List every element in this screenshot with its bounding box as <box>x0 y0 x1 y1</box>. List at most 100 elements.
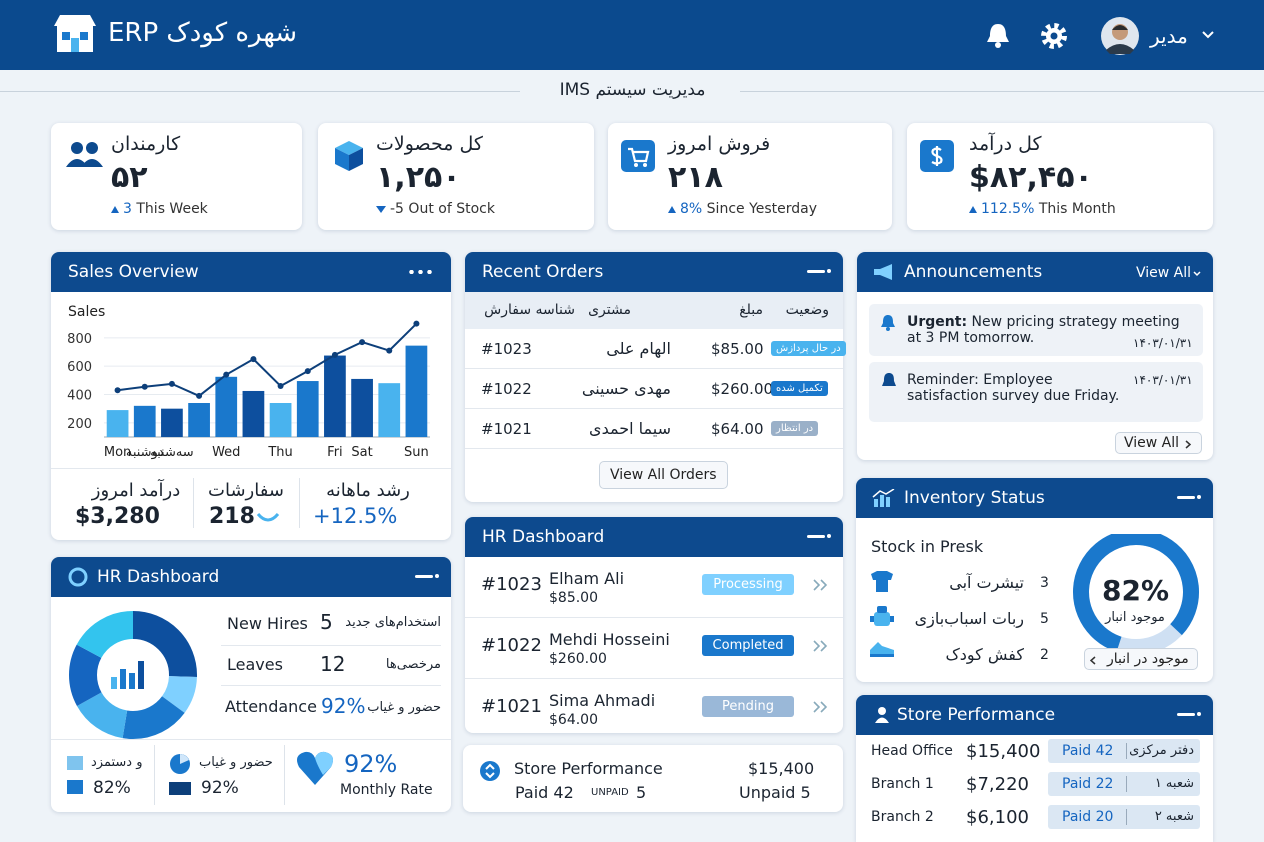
row-chevron[interactable] <box>813 640 829 652</box>
menu[interactable] <box>415 574 439 578</box>
panel-header: Recent Orders <box>465 252 843 292</box>
announcement-lead: Urgent: <box>907 314 968 330</box>
line-point <box>250 356 257 363</box>
row-chevron[interactable] <box>813 579 829 591</box>
y-tick-label: 800 <box>67 332 92 347</box>
table-row[interactable] <box>465 329 843 369</box>
divider <box>0 91 520 92</box>
column-header: مبلغ <box>739 302 763 318</box>
panel-title: Store Performance <box>897 705 1056 725</box>
announcement-text: New pricing strategy meeting at 3 PM tom… <box>907 314 1180 346</box>
summary-value: $3,280 <box>75 504 160 529</box>
divider <box>221 645 441 646</box>
menu[interactable] <box>807 269 831 273</box>
row-chevron[interactable] <box>813 701 829 713</box>
stat-delta: 112.5% <box>981 201 1035 217</box>
inventory-button[interactable]: موجود در انبار <box>1084 648 1198 670</box>
stat-card: کارمندان ۵۲ 3 This Week <box>51 123 302 230</box>
panel-title: Announcements <box>904 262 1043 282</box>
summary-value: +12.5% <box>313 504 398 528</box>
chevron <box>1193 271 1201 277</box>
table-header <box>465 292 843 329</box>
view-all-button[interactable]: View All <box>1115 432 1203 454</box>
divider <box>299 478 300 528</box>
line-point <box>196 392 203 399</box>
status: Processing <box>702 574 794 595</box>
legend-swatch <box>67 780 83 794</box>
announcement-date: ۱۴۰۳/۰۱/۳۱ <box>1133 373 1193 387</box>
summary-label: درآمد امروز <box>91 480 181 501</box>
bell-icon[interactable] <box>985 22 1011 50</box>
store-title: Store Performance <box>514 759 663 778</box>
stat-card: کل درآمد $۸۲,۴۵۰ 112.5% This Month <box>907 123 1213 230</box>
line-point <box>413 320 420 327</box>
branch-amount: $7,220 <box>966 774 1029 795</box>
branch-amount: $15,400 <box>966 741 1041 762</box>
hr-label: New Hires <box>227 614 308 633</box>
menu[interactable] <box>807 534 831 538</box>
paid: Paid 22 <box>1062 776 1114 792</box>
hr-row[interactable] <box>465 557 843 618</box>
column-header: وضعیت <box>785 302 829 318</box>
view-all-orders[interactable]: View All Orders <box>599 461 728 489</box>
settings-icon[interactable] <box>1040 22 1068 50</box>
hr-label: Leaves <box>227 655 283 674</box>
menu[interactable] <box>1177 495 1201 499</box>
hr-orders-panel: HR Dashboard #1023 Elham Ali $85.00 Process… <box>465 517 843 733</box>
panel-header: Store Performance <box>856 695 1213 735</box>
x-tick-label: دوشنبه <box>126 445 164 460</box>
bar <box>378 383 401 437</box>
announcement[interactable] <box>869 362 1203 422</box>
inventory-caption: موجود انبار <box>1105 610 1165 625</box>
line-point <box>141 383 148 390</box>
hr-label: Attendance <box>225 697 317 716</box>
bar <box>405 345 428 437</box>
item-name: تیشرت آبی <box>949 573 1024 592</box>
status: Completed <box>702 635 794 656</box>
order-id: #1021 <box>481 420 532 438</box>
column-header: مشتری <box>588 302 631 318</box>
bar <box>161 408 183 437</box>
view-all[interactable]: View All <box>1135 265 1191 281</box>
menu[interactable] <box>407 270 433 274</box>
stat-value: ۵۲ <box>111 160 148 195</box>
status: تکمیل شده <box>771 381 828 396</box>
store-unpaid: Unpaid 5 <box>739 783 811 802</box>
paid-box <box>1048 805 1200 829</box>
stat-delta: 8% <box>680 201 703 217</box>
divider <box>193 478 194 528</box>
paid-box <box>1048 739 1200 763</box>
table-row[interactable] <box>465 409 843 449</box>
item-name: ربات اسباب‌بازی <box>914 609 1024 628</box>
hr-row[interactable] <box>465 618 843 679</box>
divider <box>284 745 285 805</box>
store-unpaid-tag: UNPAID <box>591 787 629 798</box>
inventory-donut <box>1073 534 1199 654</box>
avatar[interactable] <box>1100 16 1140 56</box>
orders-panel: Recent Orders شناسه سفارش مشتری مبلغ وضع… <box>465 252 846 502</box>
bar <box>351 378 373 437</box>
table-row[interactable] <box>465 369 843 409</box>
user-name[interactable]: مدیر <box>1150 24 1188 48</box>
donut-arc <box>1073 534 1199 652</box>
store-panel: Store Performance Head Office $15,400 Paid… <box>856 695 1213 842</box>
inventory-percent: 82% <box>1102 574 1170 607</box>
customer: الهام علی <box>606 339 671 358</box>
line-point <box>277 383 284 390</box>
line-point <box>168 380 175 387</box>
box-divider <box>1126 809 1127 825</box>
x-tick-label: Thu <box>267 445 292 460</box>
amount: $64.00 <box>549 712 598 728</box>
branch-fa: شعبه ۱ <box>1154 776 1194 791</box>
branch-name: Branch 1 <box>871 776 934 792</box>
announcement[interactable] <box>869 304 1203 356</box>
stat-title: کل محصولات <box>376 133 483 155</box>
panel-title: HR Dashboard <box>482 527 605 547</box>
footer-label: حضور و غیاب <box>199 755 273 770</box>
branch-fa: شعبه ۲ <box>1154 809 1194 824</box>
order-id: #1023 <box>481 340 532 358</box>
item-count: 5 <box>1040 611 1049 627</box>
menu[interactable] <box>1177 712 1201 716</box>
